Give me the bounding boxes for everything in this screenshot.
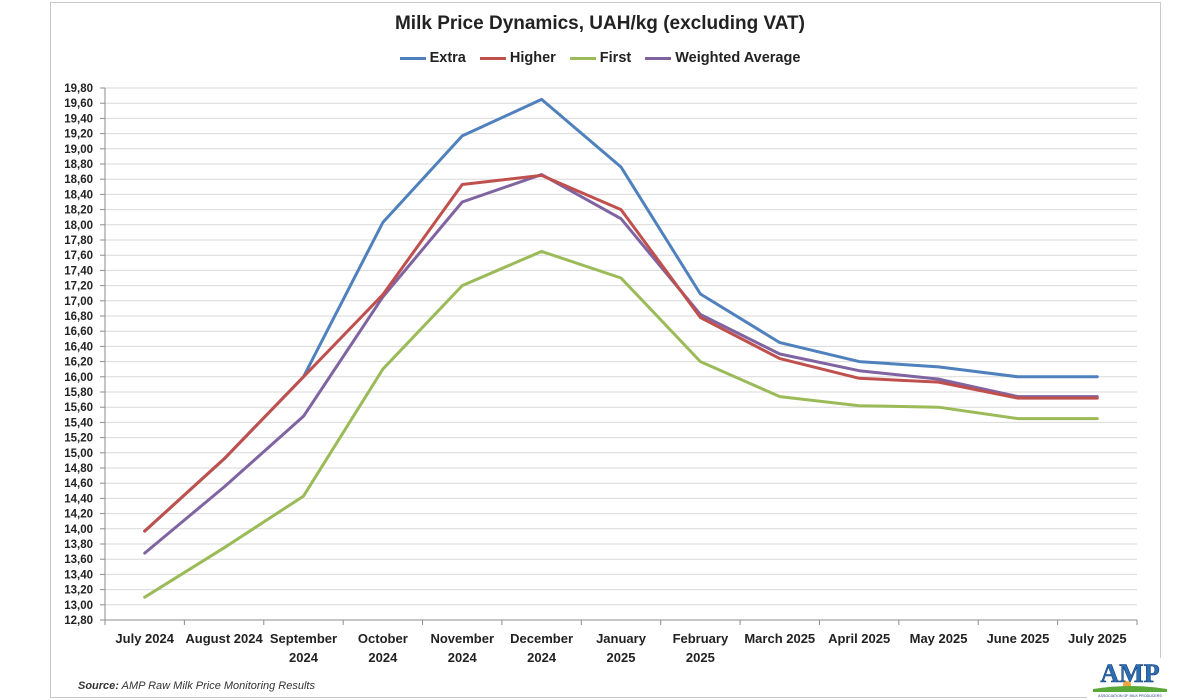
legend-label-weighted-average: Weighted Average <box>675 50 801 66</box>
x-tick-label: 2024 <box>527 650 557 665</box>
y-tick-label: 17,40 <box>64 265 93 277</box>
amp-logo: AMP ASSOCIATION OF MILK PRODUCERS <box>1087 658 1173 698</box>
y-tick-label: 19,40 <box>64 113 93 125</box>
y-tick-label: 19,60 <box>64 98 93 110</box>
y-tick-label: 19,20 <box>64 129 93 141</box>
y-tick-label: 18,60 <box>64 174 93 186</box>
y-tick-label: 14,40 <box>64 493 93 505</box>
x-tick-label: 2025 <box>686 650 715 665</box>
legend-item-extra: Extra <box>399 50 466 66</box>
y-tick-label: 13,00 <box>64 600 93 612</box>
legend-item-first: First <box>569 50 632 66</box>
y-tick-label: 18,40 <box>64 189 93 201</box>
y-tick-label: 15,00 <box>64 448 93 460</box>
y-tick-label: 16,60 <box>64 326 93 338</box>
legend-item-weighted-average: Weighted Average <box>645 50 800 66</box>
y-tick-label: 16,40 <box>64 341 93 353</box>
series-line-higher <box>143 173 1099 533</box>
y-tick-label: 14,20 <box>64 509 93 521</box>
x-tick-label: July 2025 <box>1068 631 1127 646</box>
y-tick-label: 17,80 <box>64 235 93 247</box>
logo-subtext: ASSOCIATION OF MILK PRODUCERS <box>1098 694 1162 698</box>
logo-grass-icon <box>1093 686 1167 692</box>
legend-swatch-weighted-average <box>645 56 672 60</box>
legend-swatch-higher <box>479 56 506 60</box>
y-tick-label: 14,00 <box>64 524 93 536</box>
x-tick-label: 2024 <box>368 650 398 665</box>
y-tick-label: 15,20 <box>64 433 93 445</box>
x-tick-label: June 2025 <box>986 631 1049 646</box>
y-tick-label: 15,80 <box>64 387 93 399</box>
legend-swatch-extra <box>399 56 426 60</box>
source-text: AMP Raw Milk Price Monitoring Results <box>118 680 315 692</box>
x-tick-label: August 2024 <box>185 631 263 646</box>
legend-label-higher: Higher <box>509 50 556 66</box>
y-tick-label: 18,20 <box>64 205 93 217</box>
series-line-weighted-average <box>143 173 1099 555</box>
y-tick-label: 18,80 <box>64 159 93 171</box>
x-tick-label: September <box>270 631 337 646</box>
x-tick-label: May 2025 <box>910 631 968 646</box>
y-tick-label: 17,00 <box>64 296 93 308</box>
y-tick-label: 13,80 <box>64 539 93 551</box>
y-tick-label: 12,80 <box>64 615 93 627</box>
x-tick-label: February <box>673 631 729 646</box>
x-tick-label: December <box>510 631 573 646</box>
y-tick-label: 14,80 <box>64 463 93 475</box>
y-tick-label: 17,60 <box>64 250 93 262</box>
y-tick-label: 13,40 <box>64 569 93 581</box>
y-tick-label: 16,20 <box>64 357 93 369</box>
x-tick-label: 2025 <box>607 650 636 665</box>
y-tick-label: 14,60 <box>64 478 93 490</box>
x-tick-label: July 2024 <box>115 631 174 646</box>
series-line-first <box>143 249 1099 599</box>
y-tick-label: 13,60 <box>64 554 93 566</box>
x-tick-label: November <box>430 631 494 646</box>
chart-legend: Extra Higher First Weighted Average <box>0 50 1200 66</box>
y-tick-label: 13,20 <box>64 585 93 597</box>
y-tick-label: 16,00 <box>64 372 93 384</box>
legend-label-extra: Extra <box>429 50 466 66</box>
x-tick-label: April 2025 <box>828 631 890 646</box>
x-tick-label: October <box>358 631 408 646</box>
x-tick-label: 2024 <box>289 650 319 665</box>
chart-title: Milk Price Dynamics, UAH/kg (excluding V… <box>394 13 805 34</box>
y-tick-label: 18,00 <box>64 220 93 232</box>
source-label: Source: <box>78 680 119 692</box>
legend-swatch-first <box>569 56 596 60</box>
y-tick-label: 16,80 <box>64 311 93 323</box>
x-tick-label: January <box>596 631 647 646</box>
y-tick-label: 15,60 <box>64 402 93 414</box>
legend-label-first: First <box>599 50 632 66</box>
y-tick-label: 19,80 <box>64 83 93 95</box>
legend-item-higher: Higher <box>479 50 556 66</box>
x-tick-label: 2024 <box>448 650 478 665</box>
y-tick-label: 19,00 <box>64 144 93 156</box>
y-tick-label: 17,20 <box>64 281 93 293</box>
source-note: Source: AMP Raw Milk Price Monitoring Re… <box>78 680 315 692</box>
logo-text: AMP <box>1100 659 1159 688</box>
x-tick-label: March 2025 <box>744 631 815 646</box>
y-tick-label: 15,40 <box>64 417 93 429</box>
